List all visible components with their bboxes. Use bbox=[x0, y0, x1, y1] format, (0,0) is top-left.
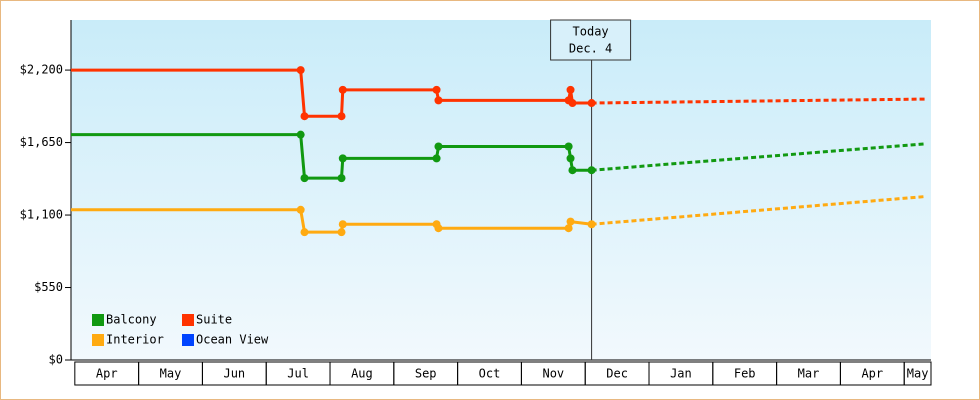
price-point bbox=[566, 85, 575, 94]
price-point bbox=[338, 220, 347, 229]
price-point bbox=[296, 66, 305, 75]
y-tick-label: $0 bbox=[49, 353, 63, 367]
price-point bbox=[337, 112, 346, 121]
x-tick-label: Sep bbox=[415, 367, 437, 381]
x-tick-label: May bbox=[160, 367, 182, 381]
price-point bbox=[432, 85, 441, 94]
x-tick-label: Jan bbox=[670, 367, 692, 381]
legend-label: Interior bbox=[106, 333, 164, 347]
x-tick-label: Nov bbox=[542, 367, 564, 381]
price-point bbox=[300, 228, 309, 237]
price-point bbox=[566, 217, 575, 226]
price-point bbox=[434, 142, 443, 151]
y-tick-label: $2,200 bbox=[20, 63, 63, 77]
x-tick-label: May bbox=[907, 367, 929, 381]
price-point bbox=[566, 154, 575, 163]
x-tick-label: Apr bbox=[96, 367, 118, 381]
price-point bbox=[300, 112, 309, 121]
price-point bbox=[338, 154, 347, 163]
x-tick-label: Mar bbox=[798, 367, 820, 381]
y-tick-label: $1,650 bbox=[20, 135, 63, 149]
today-label: Today bbox=[573, 25, 609, 39]
plot-area bbox=[71, 20, 931, 360]
today-label: Dec. 4 bbox=[569, 42, 612, 56]
x-tick-label: Dec bbox=[606, 367, 628, 381]
price-point bbox=[432, 154, 441, 163]
price-point bbox=[337, 174, 346, 183]
legend-swatch bbox=[182, 334, 194, 346]
x-tick-label: Jun bbox=[223, 367, 245, 381]
legend-swatch bbox=[182, 314, 194, 326]
price-point bbox=[296, 130, 305, 139]
price-point bbox=[434, 96, 443, 105]
price-point bbox=[300, 174, 309, 183]
y-tick-label: $550 bbox=[34, 280, 63, 294]
legend-swatch bbox=[92, 334, 104, 346]
x-tick-label: Apr bbox=[861, 367, 883, 381]
price-point bbox=[338, 85, 347, 94]
y-tick-label: $1,100 bbox=[20, 208, 63, 222]
x-tick-label: Oct bbox=[479, 367, 501, 381]
legend-swatch bbox=[92, 314, 104, 326]
x-tick-label: Feb bbox=[734, 367, 756, 381]
legend-label: Balcony bbox=[106, 313, 157, 327]
price-point bbox=[568, 166, 577, 175]
price-point bbox=[564, 142, 573, 151]
legend-label: Suite bbox=[196, 313, 232, 327]
x-tick-label: Jul bbox=[287, 367, 309, 381]
x-tick-label: Aug bbox=[351, 367, 373, 381]
price-point bbox=[296, 205, 305, 214]
price-point bbox=[568, 99, 577, 108]
price-point bbox=[564, 224, 573, 233]
price-point bbox=[434, 224, 443, 233]
x-tick-cell bbox=[903, 361, 932, 386]
today-box bbox=[550, 19, 632, 61]
legend-label: Ocean View bbox=[196, 333, 269, 347]
price-point bbox=[337, 228, 346, 237]
